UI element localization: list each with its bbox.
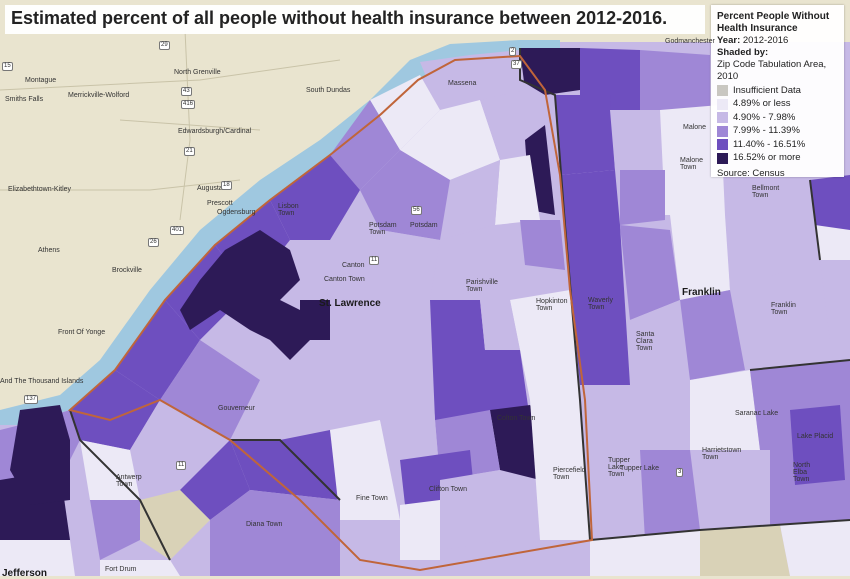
zcta-patches	[0, 48, 850, 576]
label-canton: Canton	[342, 262, 365, 269]
label-malone-town: Malone Town	[680, 157, 703, 171]
route-shield-56: 56	[411, 206, 422, 215]
label-edwardsburgh: Edwardsburgh/Cardinal	[178, 128, 252, 135]
legend-title: Percent People Without Health Insurance	[717, 11, 830, 34]
label-smiths-falls: Smiths Falls	[5, 96, 44, 103]
label-colton-town: Colton Town	[497, 415, 536, 422]
legend-item: 16.52% or more	[717, 152, 838, 164]
label-fort-drum: Fort Drum	[105, 566, 137, 573]
legend-source: Source: Census	[717, 168, 785, 179]
label-diana-town: Diana Town	[246, 521, 283, 528]
route-shield-15: 15	[2, 62, 13, 71]
label-harrietstown-town: Harrietstown Town	[702, 447, 742, 461]
legend-item: 4.90% - 7.98%	[717, 112, 838, 124]
legend-label: 16.52% or more	[733, 152, 801, 163]
label-antwerp-town: Antwerp Town	[116, 474, 142, 488]
label-augusta: Augusta	[197, 185, 223, 192]
label-front-of-yonge: Front Of Yonge	[58, 329, 106, 336]
label-north-grenville: North Grenville	[174, 69, 221, 76]
label-waverly-town: Waverly Town	[588, 297, 614, 311]
label-thousand-islands: And The Thousand Islands	[0, 378, 84, 385]
label-elizabethtown: Elizabethtown-Kitley	[8, 186, 72, 193]
label-jefferson: Jefferson	[2, 568, 48, 579]
legend-label: 4.89% or less	[733, 98, 791, 109]
legend-item: 7.99% - 11.39%	[717, 125, 838, 137]
route-shield-137: 137	[24, 395, 39, 404]
st-lawrence-river	[0, 40, 560, 430]
label-canton-town: Canton Town	[324, 276, 365, 283]
route-shield-29: 29	[159, 41, 170, 50]
route-shield-3: 3	[676, 468, 684, 477]
legend-label: 4.90% - 7.98%	[733, 111, 796, 123]
label-fine-town: Fine Town	[356, 495, 388, 502]
route-shield-11: 11	[369, 256, 380, 265]
legend-swatch	[717, 85, 728, 96]
label-hopkinton-town: Hopkinton Town	[536, 298, 568, 312]
legend-swatch	[717, 98, 728, 110]
label-malone: Malone	[683, 124, 706, 131]
label-lake-placid: Lake Placid	[797, 433, 834, 440]
legend-item: 11.40% - 16.51%	[717, 139, 838, 151]
label-franklin-town: Franklin Town	[771, 302, 796, 316]
legend-label: 11.40% - 16.51%	[733, 138, 806, 150]
legend-label: 7.99% - 11.39%	[733, 125, 800, 136]
label-bellmont-town: Bellmont Town	[752, 185, 780, 199]
legend-label: Insufficient Data	[733, 84, 801, 96]
label-montague: Montague	[25, 77, 57, 84]
label-merrickville: Merrickville-Wolford	[68, 92, 130, 99]
label-potsdam-town: Potsdam Town	[369, 222, 397, 236]
label-prescott: Prescott	[207, 200, 233, 207]
legend-items: Insufficient Data 4.89% or less 4.90% - 7.…	[717, 85, 838, 165]
label-ogdensburg: Ogdensburg	[217, 209, 256, 216]
label-piercefield-town: Piercefield Town	[553, 467, 586, 481]
legend-swatch	[717, 139, 728, 150]
map-title: Estimated percent of all people without …	[5, 5, 705, 34]
route-shield-416: 416	[181, 100, 196, 109]
legend: Percent People Without Health Insurance …	[711, 5, 844, 179]
label-st-lawrence: St. Lawrence	[319, 298, 381, 309]
route-shield-18: 18	[221, 181, 232, 190]
label-saranac-lake: Saranac Lake	[735, 410, 779, 417]
legend-swatch	[717, 152, 728, 164]
label-tupper-lake-town: Tupper Lake Town	[608, 457, 630, 478]
route-shield-26: 26	[148, 238, 159, 247]
label-south-dundas: South Dundas	[306, 87, 351, 94]
label-potsdam: Potsdam	[410, 222, 438, 229]
label-parishville-town: Parishville Town	[466, 279, 498, 293]
label-north-elba-town: North Elba Town	[793, 462, 811, 483]
legend-shaded-by-value: Zip Code Tabulation Area, 2010	[717, 59, 827, 82]
label-tupper-lake: Tupper Lake	[620, 465, 660, 472]
legend-item: 4.89% or less	[717, 98, 838, 110]
route-shield-2: 2	[509, 47, 517, 56]
legend-swatch	[717, 112, 728, 123]
label-godmanchester: Godmanchester	[665, 38, 715, 45]
label-athens: Athens	[38, 247, 60, 254]
legend-shaded-by: Shaded by:	[717, 47, 769, 58]
route-shield-401: 401	[170, 226, 185, 235]
label-lisbon-town: Lisbon Town	[278, 203, 299, 217]
route-shield-11b: 11	[176, 461, 187, 470]
county-boundaries	[69, 48, 850, 561]
route-shield-21: 21	[184, 147, 195, 156]
route-shield-43: 43	[181, 87, 192, 96]
route-shield-37: 37	[511, 60, 522, 69]
label-massena: Massena	[448, 80, 477, 87]
label-santa-clara-town: Santa Clara Town	[636, 331, 655, 352]
legend-item: Insufficient Data	[717, 85, 838, 97]
legend-year: Year: 2012-2016	[717, 35, 789, 46]
roads	[0, 29, 341, 221]
label-brockville: Brockville	[112, 267, 142, 274]
st-lawrence-county-outline	[67, 54, 594, 572]
label-clifton-town: Clifton Town	[429, 486, 468, 493]
label-gouverneur: Gouverneur	[218, 405, 255, 412]
legend-swatch	[717, 125, 728, 137]
label-franklin: Franklin	[682, 287, 721, 298]
